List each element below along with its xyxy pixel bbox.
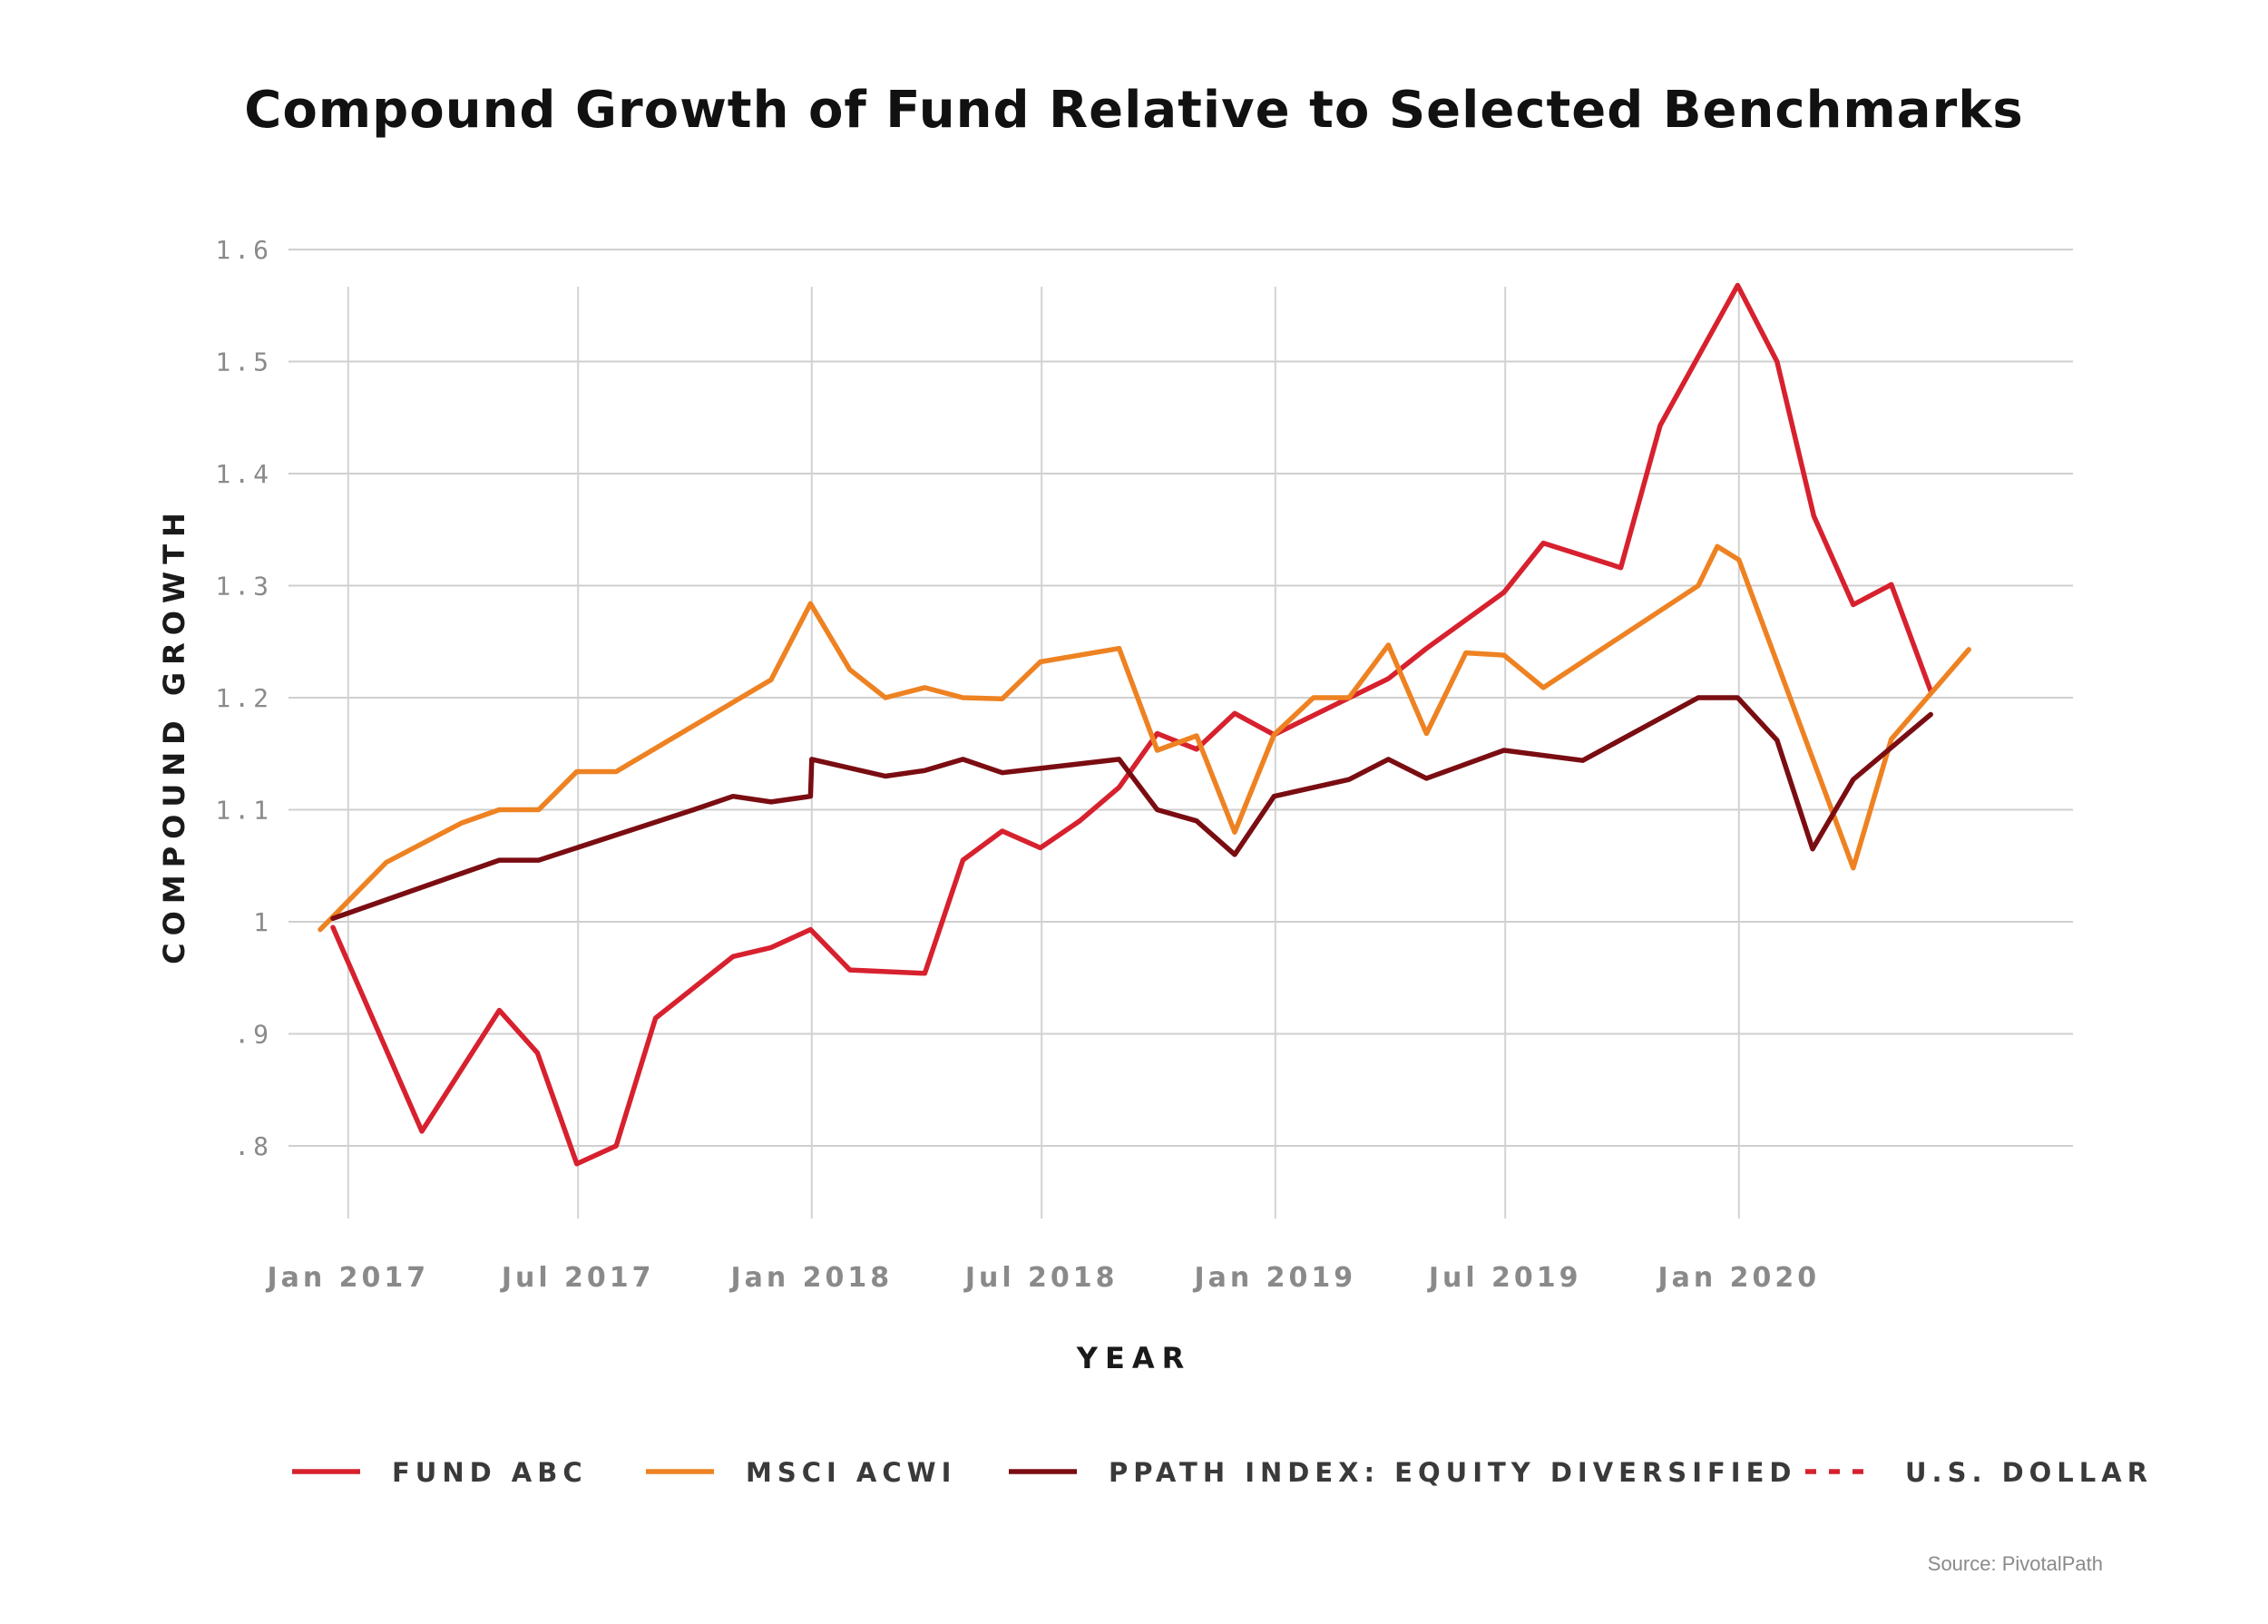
y-tick-label: 1.6 (215, 235, 272, 265)
y-tick-label: .9 (234, 1020, 272, 1050)
series-line (330, 282, 1933, 1167)
y-axis-ticks: 1.6 1.5 1.4 1.3 1.2 1.1 1 .9 .8 (215, 235, 272, 1161)
x-tick-label: Jul 2019 (1427, 1262, 1582, 1294)
x-tick-label: Jan 2019 (1192, 1262, 1356, 1294)
legend-label: U.S. DOLLAR (1905, 1457, 2153, 1488)
series-line (330, 695, 1933, 922)
legend-item: U.S. DOLLAR (1805, 1457, 2153, 1488)
y-tick-label: 1.4 (215, 459, 272, 489)
x-tick-label: Jan 2020 (1656, 1262, 1820, 1294)
chart-title: Compound Growth of Fund Relative to Sele… (244, 81, 2024, 140)
source-note: Source: PivotalPath (1928, 1552, 2103, 1575)
legend-item: MSCI ACWI (646, 1457, 956, 1488)
legend-label: MSCI ACWI (746, 1457, 956, 1488)
legend-item: PPATH INDEX: EQUITY DIVERSIFIED (1009, 1457, 1796, 1488)
series-line (318, 543, 1971, 933)
y-tick-label: 1.1 (215, 796, 272, 826)
y-tick-label: 1.5 (215, 347, 272, 377)
x-tick-label: Jan 2017 (265, 1262, 429, 1294)
x-axis-label: YEAR (1076, 1341, 1191, 1375)
y-tick-label: 1.3 (215, 572, 272, 602)
legend-label: FUND ABC (392, 1457, 588, 1488)
y-tick-label: .8 (234, 1131, 272, 1161)
x-tick-label: Jan 2018 (728, 1262, 893, 1294)
y-tick-label: 1.2 (215, 683, 272, 713)
y-tick-label: 1 (253, 907, 272, 937)
legend-item: FUND ABC (292, 1457, 588, 1488)
series-lines (318, 282, 1971, 1167)
grid (288, 249, 2073, 1218)
x-tick-label: Jul 2018 (963, 1262, 1119, 1294)
x-axis-ticks: Jan 2017 Jul 2017 Jan 2018 Jul 2018 Jan 2019… (265, 1262, 1820, 1294)
x-tick-label: Jul 2017 (500, 1262, 655, 1294)
legend: FUND ABC MSCI ACWI PPATH INDEX: EQUITY DIV… (292, 1457, 2153, 1488)
y-axis-label: COMPOUND GROWTH (157, 505, 191, 964)
legend-label: PPATH INDEX: EQUITY DIVERSIFIED (1109, 1457, 1796, 1488)
